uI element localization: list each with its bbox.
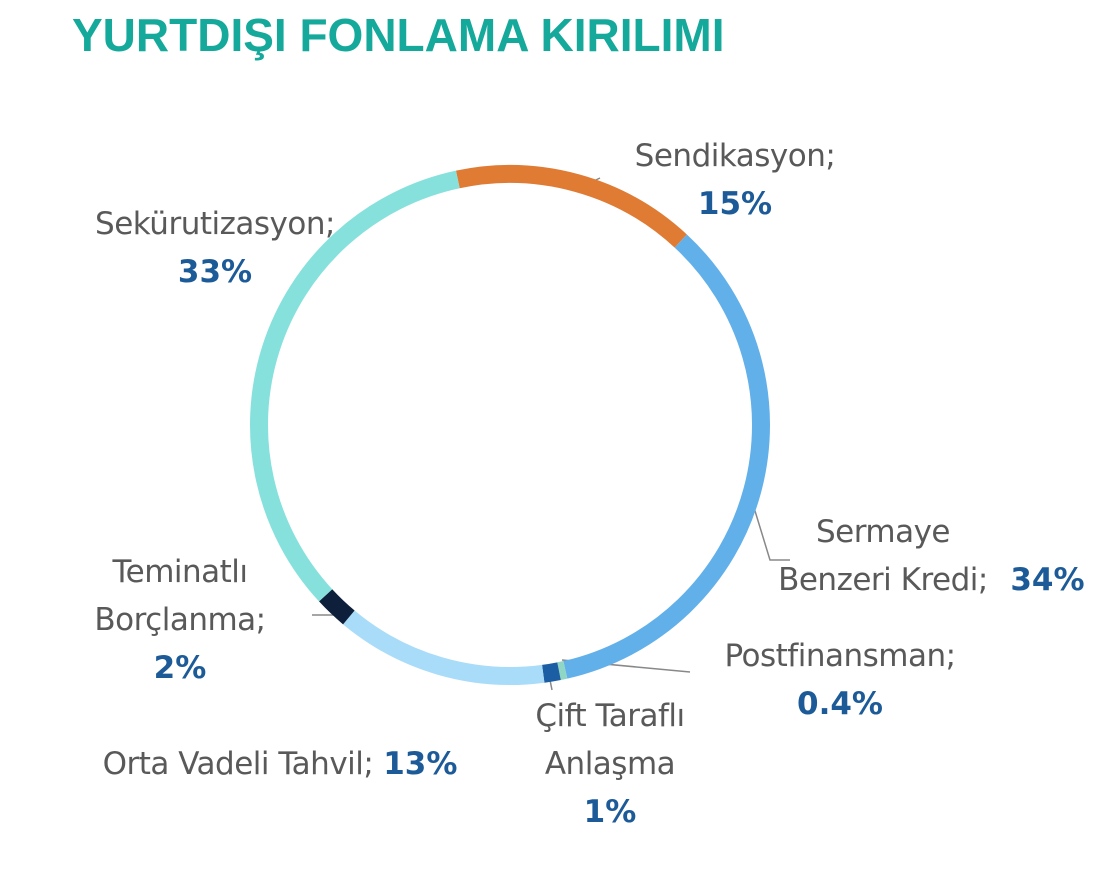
chart-title: YURTDIŞI FONLAMA KIRILIMI [72,9,725,61]
value-label: 1% [583,794,637,830]
value-label: 15% [697,186,773,222]
category-label: Postfinansman; [724,638,956,674]
category-label: Sekürutizasyon; [95,206,335,242]
slice-label: Sermaye Benzeri Kredi; 34% [760,508,1090,604]
slice-label: Postfinansman; 0.4% [690,632,990,728]
slice-label: Sekürutizasyon; 33% [65,200,365,296]
value-label: 13% [383,746,458,782]
donut-segment [557,661,568,680]
value-label: 2% [153,650,207,686]
slice-label: Çift Taraflı Anlaşma 1% [505,692,715,836]
category-label: Sendikasyon; [634,138,836,174]
slice-label: Sendikasyon; 15% [600,132,870,228]
slice-label: Orta Vadeli Tahvil; 13% [55,740,505,788]
donut-segment [563,234,770,679]
value-label: 33% [177,254,253,290]
donut-segment [250,170,460,602]
category-label: Çift Taraflı Anlaşma [535,698,685,782]
donut-segment [541,662,561,683]
leader-line [747,487,790,561]
slice-label: Teminatlı Borçlanma; 2% [70,548,290,692]
category-label: Orta Vadeli Tahvil; [102,746,374,782]
value-label: 0.4% [797,686,883,722]
donut-segment [343,610,545,685]
donut-segment [319,589,355,625]
leader-lines [312,177,790,691]
donut-segment [455,165,687,248]
category-label: Teminatlı Borçlanma; [94,554,266,638]
value-label: 34% [1010,562,1085,598]
category-label: Sermaye Benzeri Kredi; [778,514,988,598]
